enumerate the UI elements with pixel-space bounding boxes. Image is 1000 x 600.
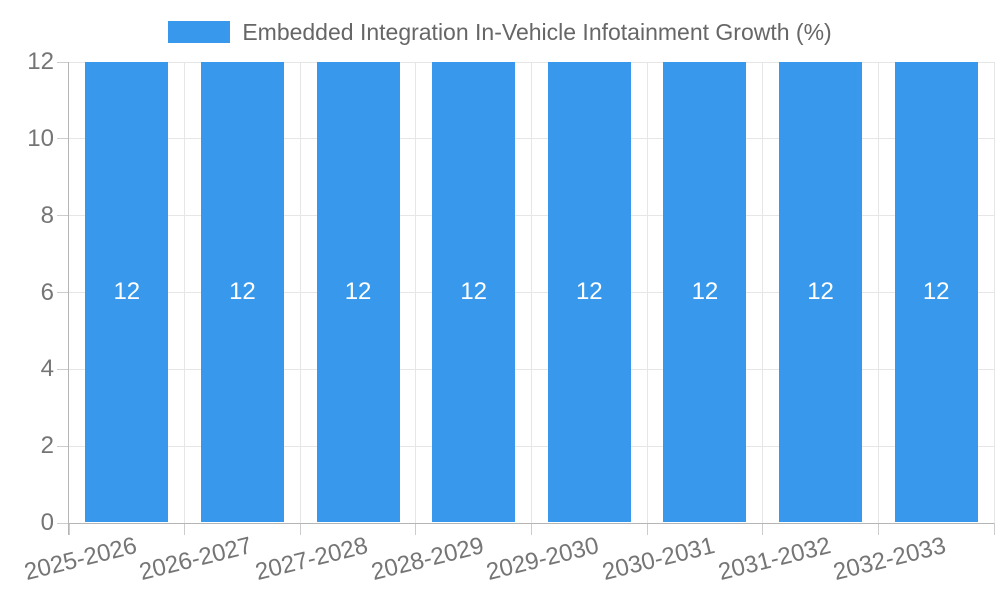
legend-item[interactable]: Embedded Integration In-Vehicle Infotain… xyxy=(168,18,832,46)
legend-label: Embedded Integration In-Vehicle Infotain… xyxy=(242,19,832,45)
grid-line-v xyxy=(993,62,995,523)
legend-swatch xyxy=(168,21,231,43)
x-axis-tick xyxy=(531,523,532,535)
grid-line-v xyxy=(299,62,301,523)
grid-line-v xyxy=(531,62,532,523)
bar-value-label: 12 xyxy=(460,278,488,305)
x-axis-tick xyxy=(993,523,995,535)
y-axis-tick xyxy=(57,368,69,370)
x-axis-tick xyxy=(877,523,879,535)
bar-value-label: 12 xyxy=(229,278,256,305)
y-axis-tick xyxy=(57,215,69,217)
bar[interactable]: 12 xyxy=(894,62,978,522)
legend: Embedded Integration In-Vehicle Infotain… xyxy=(0,18,1000,46)
grid-line-v xyxy=(877,62,879,523)
y-axis-tick-label: 10 xyxy=(27,124,54,152)
y-axis-tick-label: 12 xyxy=(27,48,54,75)
bar-value-label: 12 xyxy=(691,278,719,305)
y-axis-tick-label: 2 xyxy=(40,432,54,460)
y-axis-tick-label: 6 xyxy=(40,278,54,306)
y-axis-tick-label: 0 xyxy=(40,509,54,536)
y-axis-tick xyxy=(57,61,69,63)
bar[interactable]: 12 xyxy=(779,62,863,522)
y-axis-tick-label: 4 xyxy=(40,355,54,383)
y-axis-tick xyxy=(57,138,69,140)
bar-value-label: 12 xyxy=(575,278,603,305)
x-axis-tick xyxy=(646,523,648,535)
x-axis-tick xyxy=(184,523,186,535)
y-axis-tick xyxy=(57,522,69,524)
bar-value-label: 12 xyxy=(807,278,834,305)
grid-line-v xyxy=(415,62,417,523)
x-axis-line xyxy=(69,523,994,524)
bar-value-label: 12 xyxy=(344,278,372,305)
x-axis-tick xyxy=(762,523,764,535)
x-axis-tick xyxy=(299,523,301,535)
grid-line-v xyxy=(762,62,764,523)
bar[interactable]: 12 xyxy=(432,62,516,522)
grid-line-v xyxy=(184,62,186,523)
bar-value-label: 12 xyxy=(113,278,141,305)
bar[interactable]: 12 xyxy=(85,62,169,522)
grid-line-v xyxy=(646,62,648,523)
y-axis-tick xyxy=(57,445,69,447)
x-axis-tick xyxy=(68,523,70,535)
x-axis-tick xyxy=(415,523,417,535)
bar[interactable]: 12 xyxy=(316,62,400,522)
bar[interactable]: 12 xyxy=(547,62,631,522)
y-axis-tick xyxy=(57,292,69,293)
y-axis-tick-label: 8 xyxy=(40,201,54,229)
bar[interactable]: 12 xyxy=(200,62,284,522)
y-axis-line xyxy=(68,62,69,535)
bar[interactable]: 12 xyxy=(663,62,747,522)
bar-value-label: 12 xyxy=(922,278,950,305)
